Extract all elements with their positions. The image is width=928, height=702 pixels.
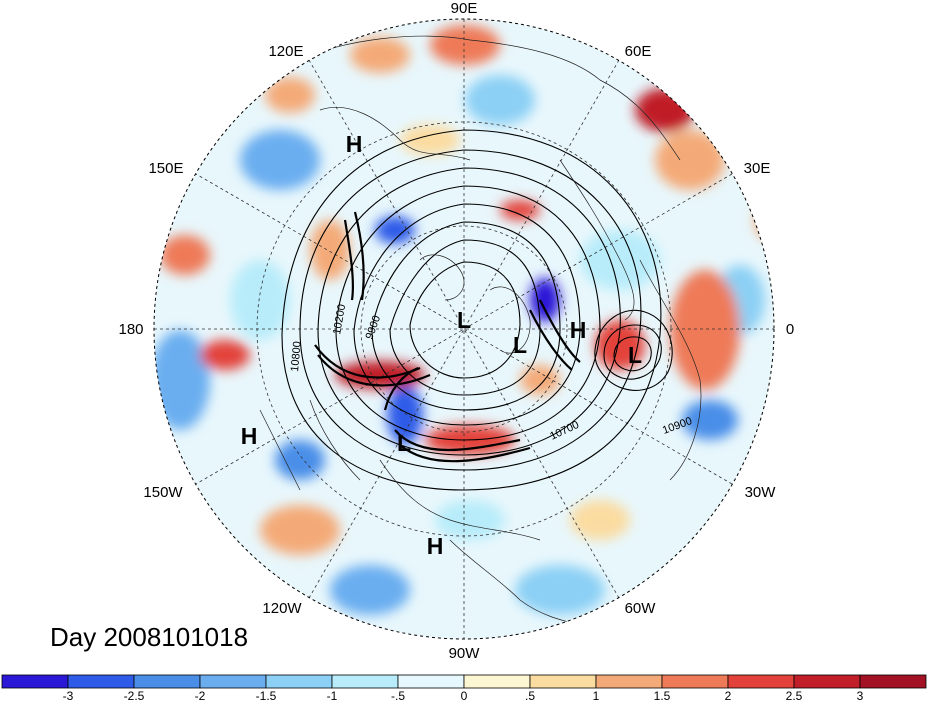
meridian-labels: 90E 60E 30E 0 30W 60W 90W 120W 150W 180 … bbox=[118, 0, 794, 662]
high-marker: H bbox=[570, 317, 587, 343]
colorbar-swatch bbox=[859, 674, 927, 689]
low-marker: L bbox=[397, 430, 411, 456]
low-marker: L bbox=[513, 332, 527, 358]
contour-label: 10800 bbox=[289, 341, 304, 373]
colorbar-label: 1 bbox=[593, 689, 600, 702]
colorbar-swatch bbox=[595, 674, 663, 689]
lon-label-30w: 30W bbox=[745, 484, 777, 501]
colorbar-swatch bbox=[133, 674, 201, 689]
colorbar-label: 2 bbox=[725, 689, 732, 702]
jet-streaks bbox=[314, 211, 581, 463]
colorbar-swatch bbox=[661, 674, 729, 689]
colorbar-swatch bbox=[727, 674, 795, 689]
high-marker: H bbox=[427, 533, 444, 559]
lon-label-180: 180 bbox=[118, 321, 143, 338]
contour-label: 10200 bbox=[331, 303, 348, 335]
colorbar-swatch bbox=[199, 674, 267, 689]
lon-label-120w: 120W bbox=[262, 600, 302, 617]
lon-label-90e: 90E bbox=[451, 0, 478, 17]
high-marker: H bbox=[346, 131, 363, 157]
map-title: Day 2008101018 bbox=[50, 622, 248, 652]
colorbar-swatch bbox=[67, 674, 135, 689]
colorbar-swatch bbox=[331, 674, 399, 689]
colorbar-label: -1.5 bbox=[256, 689, 277, 702]
colorbar-label: 3 bbox=[857, 689, 864, 702]
lon-label-30e: 30E bbox=[744, 160, 771, 177]
colorbar-swatch bbox=[793, 674, 861, 689]
colorbar-label: .5 bbox=[525, 689, 535, 702]
colorbar-label: -.5 bbox=[391, 689, 405, 702]
lon-label-150w: 150W bbox=[143, 484, 183, 501]
graticule bbox=[154, 19, 774, 639]
colorbar-label: -3 bbox=[63, 689, 74, 702]
colorbar-label: -1 bbox=[327, 689, 338, 702]
colorbar-label: -2 bbox=[195, 689, 206, 702]
lon-label-60w: 60W bbox=[625, 600, 657, 617]
high-marker: H bbox=[241, 423, 258, 449]
low-marker: L bbox=[457, 307, 471, 333]
lon-label-90w: 90W bbox=[449, 645, 481, 662]
colorbar-swatch bbox=[265, 674, 333, 689]
low-marker: L bbox=[628, 342, 642, 368]
lon-label-0: 0 bbox=[786, 321, 794, 338]
colorbar-label: 2.5 bbox=[786, 689, 803, 702]
colorbar-label: -2.5 bbox=[124, 689, 145, 702]
height-contours bbox=[281, 129, 673, 491]
pressure-systems: H L L H L L H H bbox=[241, 131, 642, 559]
colorbar-swatch bbox=[463, 674, 531, 689]
lon-label-150e: 150E bbox=[148, 160, 183, 177]
coastlines bbox=[259, 35, 702, 626]
colorbar-label: 0 bbox=[461, 689, 468, 702]
colorbar-label: 1.5 bbox=[654, 689, 671, 702]
colorbar-swatch bbox=[1, 674, 69, 689]
colorbar-swatch bbox=[529, 674, 597, 689]
lon-label-60e: 60E bbox=[625, 43, 652, 60]
colorbar-swatch bbox=[397, 674, 465, 689]
lon-label-120e: 120E bbox=[268, 43, 303, 60]
colorbar: -3 -2.5 -2 -1.5 -1 -.5 0 .5 1 1.5 2 2.5 3 bbox=[1, 674, 927, 702]
